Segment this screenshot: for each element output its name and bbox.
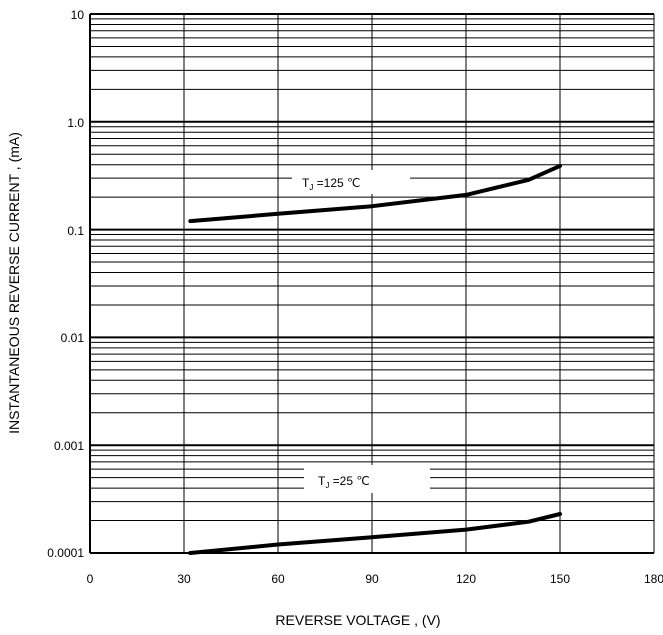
curve-label-125: TJ =125 ℃	[292, 170, 410, 194]
curve-label-main: T	[302, 176, 310, 190]
curve-label-rest: =25 ℃	[329, 474, 370, 488]
series-line	[188, 512, 562, 555]
curve-label-rest: =125 ℃	[313, 176, 360, 190]
curve-label-text: TJ =125 ℃	[302, 176, 361, 192]
curve-label-text: TJ =25 ℃	[318, 474, 370, 490]
y-tick-label: 1.0	[67, 116, 84, 130]
curve-label-subscript: J	[325, 481, 329, 490]
x-axis-title: REVERSE VOLTAGE , (V)	[275, 612, 440, 628]
x-tick-label: 180	[644, 572, 663, 586]
y-axis-title: INSTANTANEOUS REVERSE CURRENT , (mA)	[6, 132, 22, 434]
curve-label-subscript: J	[309, 183, 313, 192]
x-tick-label: 0	[87, 572, 94, 586]
series-line	[188, 163, 562, 224]
x-tick-label: 90	[365, 572, 379, 586]
curve-label-main: T	[318, 474, 326, 488]
y-tick-label: 10	[71, 8, 85, 22]
y-tick-label: 0.0001	[47, 546, 84, 560]
y-tick-labels: 0.0001 0.001 0.01 0.1 1.0 10	[47, 8, 84, 560]
x-tick-labels: 0 30 60 90 120 150 180	[87, 572, 663, 586]
curve-label-background	[304, 465, 430, 493]
x-tick-label: 60	[271, 572, 285, 586]
series-layer	[188, 163, 562, 555]
x-tick-label: 30	[177, 572, 191, 586]
y-tick-label: 0.1	[67, 224, 84, 238]
grid	[89, 13, 655, 554]
x-tick-label: 150	[550, 572, 570, 586]
curve-label-25: TJ =25 ℃	[304, 465, 430, 493]
y-tick-label: 0.01	[61, 331, 85, 345]
y-tick-label: 0.001	[54, 439, 84, 453]
x-tick-label: 120	[456, 572, 476, 586]
curve-label-background	[292, 170, 410, 194]
